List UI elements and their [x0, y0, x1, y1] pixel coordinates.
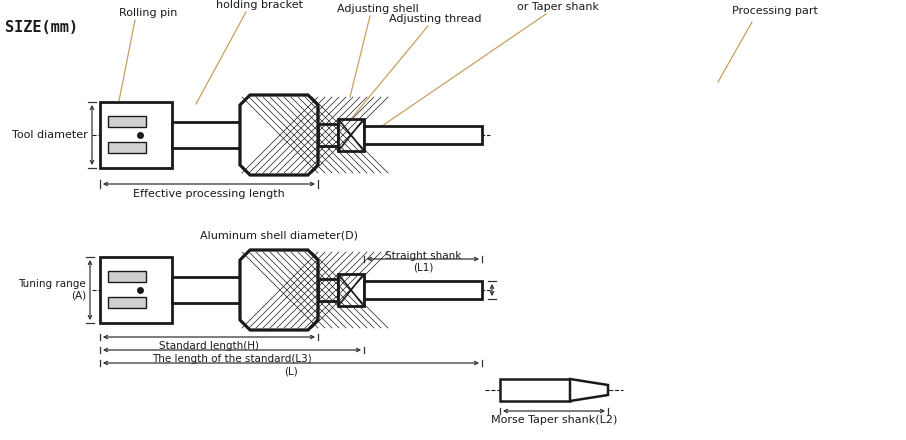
- Bar: [108, 271, 146, 282]
- Bar: [318, 124, 338, 146]
- Bar: [108, 297, 146, 308]
- Bar: [338, 274, 364, 306]
- Bar: [108, 117, 146, 128]
- Text: Rolling pin: Rolling pin: [119, 8, 178, 18]
- Polygon shape: [240, 250, 318, 330]
- Text: Rolling pin
holding bracket: Rolling pin holding bracket: [217, 0, 304, 10]
- Bar: [100, 102, 172, 168]
- Bar: [108, 143, 146, 154]
- Text: Straight shank
(L1): Straight shank (L1): [385, 251, 461, 273]
- Bar: [500, 379, 570, 401]
- Text: Morse Taper shank(L2): Morse Taper shank(L2): [491, 415, 617, 425]
- Text: The length of the standard(L3): The length of the standard(L3): [152, 354, 312, 364]
- Bar: [364, 126, 482, 144]
- Text: Aluminum shell diameter(D): Aluminum shell diameter(D): [200, 230, 358, 240]
- Bar: [318, 279, 338, 301]
- Text: Standard length(H): Standard length(H): [159, 341, 259, 351]
- Bar: [364, 281, 482, 299]
- Bar: [100, 257, 172, 323]
- Text: Effective processing length: Effective processing length: [133, 189, 284, 199]
- Text: Tuning range
(A): Tuning range (A): [18, 279, 86, 301]
- Text: Straight shank
or Taper shank: Straight shank or Taper shank: [517, 0, 599, 12]
- Polygon shape: [240, 95, 318, 175]
- Polygon shape: [570, 379, 608, 401]
- Bar: [172, 277, 240, 303]
- Text: Tool diameter: Tool diameter: [13, 130, 88, 140]
- Text: SIZE(mm): SIZE(mm): [5, 21, 78, 36]
- Bar: [172, 122, 240, 148]
- Text: Adjusting shell: Adjusting shell: [337, 4, 419, 14]
- Bar: [338, 119, 364, 151]
- Text: Processing part: Processing part: [732, 6, 818, 16]
- Text: Adjusting thread: Adjusting thread: [389, 14, 481, 24]
- Text: (L): (L): [284, 367, 298, 377]
